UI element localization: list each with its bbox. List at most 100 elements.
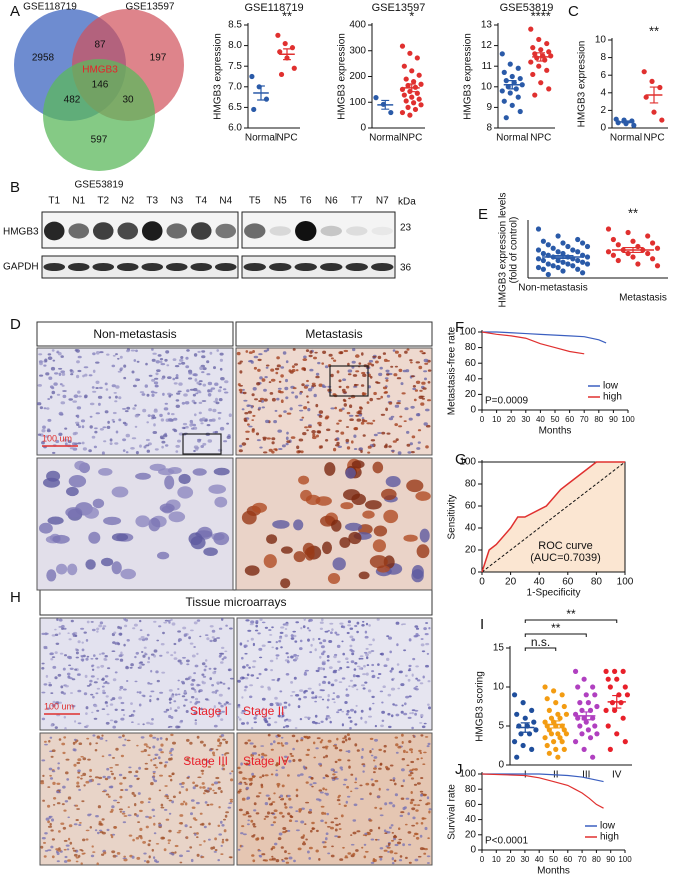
cell [281, 546, 293, 553]
cell [174, 709, 177, 711]
cell [346, 661, 349, 663]
cell [344, 403, 347, 407]
cell [384, 359, 388, 362]
cell [118, 371, 122, 373]
cell [130, 667, 133, 669]
cell [87, 759, 91, 761]
cell [413, 385, 416, 388]
cell [332, 773, 335, 775]
cell [272, 398, 276, 402]
cell [423, 752, 427, 754]
legend-label: low [600, 821, 616, 832]
cell [348, 685, 350, 687]
cell [243, 814, 247, 816]
cell [102, 708, 106, 710]
cell [125, 789, 129, 791]
cell [46, 407, 49, 410]
cell [102, 678, 105, 681]
cell [266, 534, 277, 544]
cell [135, 681, 138, 683]
cell [115, 855, 118, 857]
cell [128, 767, 131, 769]
cell [177, 832, 181, 834]
cell [41, 667, 44, 670]
x-tick-label: Metastasis [619, 293, 667, 304]
cell [195, 393, 198, 395]
cell [67, 656, 71, 659]
cell [423, 627, 427, 630]
cell [149, 734, 153, 737]
cell [214, 781, 218, 784]
cell [84, 366, 89, 368]
cell [277, 742, 280, 744]
cell [373, 771, 376, 773]
data-point [530, 45, 535, 50]
cell [244, 782, 247, 784]
cell [361, 847, 363, 849]
cell [252, 415, 255, 417]
cell [242, 511, 257, 525]
cell [412, 388, 416, 390]
cell [77, 673, 81, 676]
cell [413, 736, 415, 738]
data-point [608, 684, 613, 689]
cell [38, 384, 42, 387]
cell [105, 383, 108, 386]
cell [110, 699, 112, 701]
cell [418, 856, 422, 858]
cell [415, 710, 419, 712]
cell [218, 389, 222, 392]
cell [177, 688, 179, 690]
cell [243, 833, 247, 835]
cell [164, 475, 174, 489]
cell [337, 645, 341, 648]
cell [198, 690, 200, 692]
cell [177, 630, 181, 632]
cell [360, 717, 362, 720]
cell [377, 618, 380, 620]
lane-label: N6 [325, 196, 338, 207]
cell [51, 724, 54, 727]
data-point [512, 692, 517, 697]
cell [241, 845, 243, 847]
x-tick-label: 80 [592, 855, 601, 864]
cell [69, 638, 72, 640]
cell [225, 811, 229, 813]
cell [348, 532, 361, 544]
cell [43, 842, 46, 844]
cell [326, 793, 329, 796]
cell [277, 678, 280, 680]
cell [38, 434, 41, 436]
legend-label: high [603, 392, 622, 403]
cell [323, 668, 325, 671]
y-tick-label: 8 [486, 123, 492, 134]
cell [56, 618, 58, 621]
cell [369, 792, 372, 795]
cell [307, 627, 309, 629]
cell [193, 646, 196, 648]
cell [265, 627, 268, 629]
cell [98, 777, 102, 779]
cell [86, 738, 89, 740]
cell [393, 440, 397, 443]
y-tick-label: 5 [498, 721, 504, 732]
cell [120, 811, 122, 813]
cell [141, 736, 145, 738]
cell [206, 360, 209, 363]
cell [303, 406, 307, 409]
y-tick-label: 13 [481, 20, 493, 31]
cell [326, 429, 330, 432]
cell [166, 364, 169, 366]
cell [407, 349, 410, 351]
cell [78, 855, 80, 858]
cell [367, 401, 370, 404]
cell [43, 646, 47, 648]
cell [315, 404, 318, 407]
venn-count: 146 [92, 80, 109, 91]
cell [362, 417, 365, 419]
cell [409, 418, 413, 421]
cell [341, 711, 344, 713]
cell [77, 406, 81, 409]
cell [43, 365, 46, 367]
band [191, 222, 212, 240]
